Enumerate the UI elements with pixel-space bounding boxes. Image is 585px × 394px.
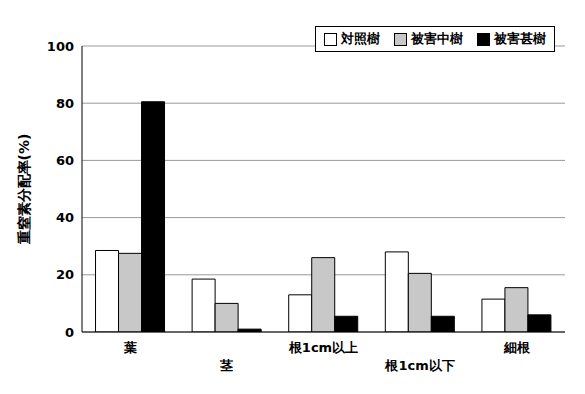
svg-text:重窒素分配率(%): 重窒素分配率(%) [16,134,32,246]
html-text:被害甚樹: 被害甚樹 [494,31,546,46]
svg-text:60: 60 [56,153,74,168]
svg-text:根1cm以上: 根1cm以上 [288,340,358,355]
svg-text:100: 100 [47,39,74,54]
svg-text:80: 80 [56,96,74,111]
html-text:被害中樹: 被害中樹 [411,31,463,46]
svg-text:葉: 葉 [123,340,137,355]
svg-text:40: 40 [56,210,74,225]
svg-text:茎: 茎 [219,358,233,373]
html-text:対照樹: 対照樹 [341,31,380,46]
svg-text:0: 0 [65,325,74,340]
svg-text:根1cm以下: 根1cm以下 [384,358,454,373]
svg-text:細根: 細根 [503,340,531,355]
svg-text:20: 20 [56,267,74,282]
